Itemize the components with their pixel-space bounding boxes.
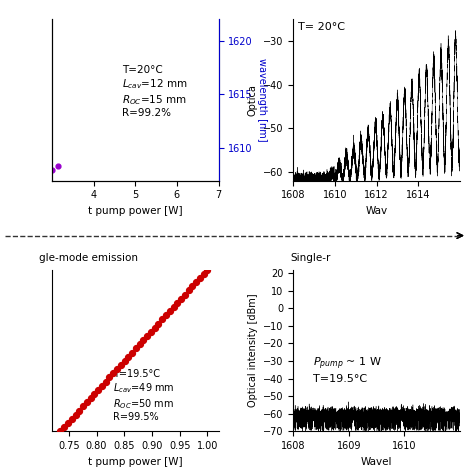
Text: T= 20°C: T= 20°C xyxy=(299,22,346,32)
Point xyxy=(139,337,147,344)
Point xyxy=(121,357,128,365)
Point xyxy=(54,163,62,170)
Point xyxy=(128,349,136,356)
Point xyxy=(102,378,109,385)
Point xyxy=(155,320,162,328)
Point xyxy=(200,270,208,278)
Text: Single-r: Single-r xyxy=(290,253,330,263)
Point xyxy=(192,278,200,286)
X-axis label: t pump power [W]: t pump power [W] xyxy=(88,456,182,466)
Y-axis label: wavelength [nm]: wavelength [nm] xyxy=(257,58,267,142)
Point xyxy=(189,283,196,290)
X-axis label: Wavel: Wavel xyxy=(361,456,392,466)
Y-axis label: Optica: Optica xyxy=(247,84,257,116)
Point xyxy=(158,316,166,323)
Point xyxy=(181,291,189,298)
Point xyxy=(166,307,173,315)
Point xyxy=(125,353,132,361)
Point xyxy=(61,423,68,431)
Point xyxy=(106,374,113,381)
Point xyxy=(204,266,211,273)
X-axis label: Wav: Wav xyxy=(365,206,388,216)
Point xyxy=(196,274,204,282)
Text: T=19.5°C
$L_{cav}$=49 mm
$R_{OC}$=50 mm
R=99.5%: T=19.5°C $L_{cav}$=49 mm $R_{OC}$=50 mm … xyxy=(113,369,175,422)
Point xyxy=(87,394,94,402)
Point xyxy=(151,324,158,331)
Point xyxy=(91,390,98,398)
Point xyxy=(57,428,64,435)
Y-axis label: Optical intensity [dBm]: Optical intensity [dBm] xyxy=(247,294,257,407)
Point xyxy=(113,365,121,373)
Point xyxy=(177,295,185,302)
Point xyxy=(147,328,155,336)
Point xyxy=(136,340,144,348)
Point xyxy=(143,332,151,340)
Text: $P_{pump}$ ~ 1 W
T=19.5°C: $P_{pump}$ ~ 1 W T=19.5°C xyxy=(313,356,382,384)
Point xyxy=(83,399,91,406)
Point xyxy=(64,419,72,427)
Point xyxy=(132,345,140,352)
Point xyxy=(72,411,79,419)
Point xyxy=(109,370,117,377)
Point xyxy=(68,415,75,423)
Text: T=20°C
$L_{cav}$=12 mm
$R_{OC}$=15 mm
R=99.2%: T=20°C $L_{cav}$=12 mm $R_{OC}$=15 mm R=… xyxy=(122,65,187,118)
Point xyxy=(48,167,56,174)
Point xyxy=(117,361,125,369)
Point xyxy=(94,386,102,394)
Point xyxy=(98,382,106,390)
Point xyxy=(170,303,177,311)
Point xyxy=(162,311,170,319)
Text: gle-mode emission: gle-mode emission xyxy=(39,253,138,263)
Point xyxy=(75,407,83,414)
X-axis label: t pump power [W]: t pump power [W] xyxy=(88,206,182,216)
Point xyxy=(79,403,87,410)
Point xyxy=(185,287,192,294)
Point xyxy=(173,299,181,307)
